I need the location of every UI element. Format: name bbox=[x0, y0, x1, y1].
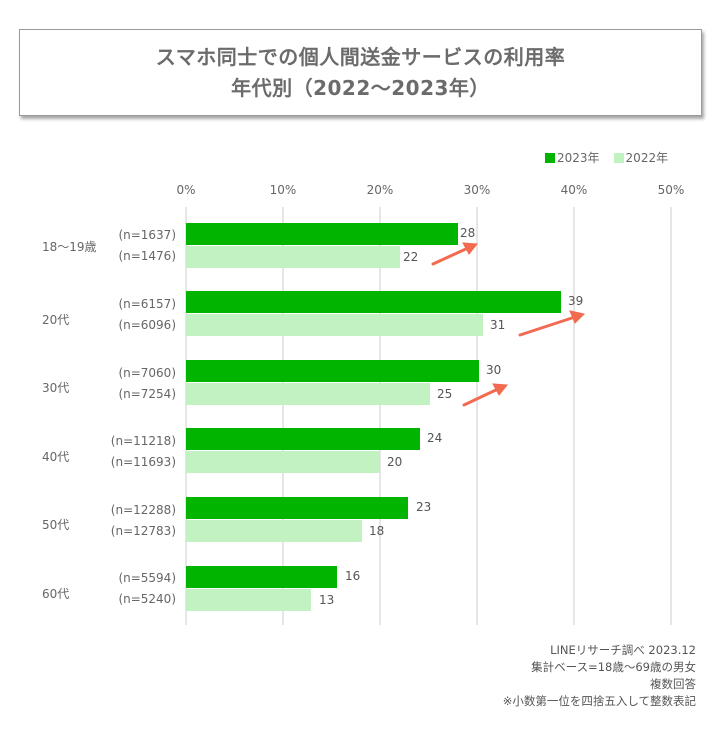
category-label: 18〜19歳 bbox=[42, 240, 97, 254]
footnote-multiple: 複数回答 bbox=[650, 677, 696, 691]
value-label-2023: 23 bbox=[416, 500, 432, 514]
bar-2023 bbox=[186, 291, 561, 313]
value-label-2022: 20 bbox=[387, 455, 403, 469]
n-label-2022: (n=6096) bbox=[118, 318, 176, 332]
value-label-2022: 22 bbox=[403, 250, 419, 264]
n-label-2022: (n=11693) bbox=[110, 455, 176, 469]
value-label-2023: 39 bbox=[568, 294, 584, 308]
legend-swatch-2023 bbox=[545, 152, 555, 163]
legend-label-2022: 2022年 bbox=[625, 151, 669, 165]
n-label-2023: (n=5594) bbox=[118, 571, 176, 585]
arrow-up-icon bbox=[462, 387, 500, 407]
x-tick-10: 10% bbox=[269, 183, 297, 197]
value-label-2023: 16 bbox=[345, 569, 361, 583]
bar-2023 bbox=[186, 223, 458, 245]
value-label-2023: 24 bbox=[427, 431, 443, 445]
value-label-2022: 25 bbox=[437, 387, 453, 401]
gridline-40 bbox=[573, 207, 575, 625]
n-label-2022: (n=12783) bbox=[110, 524, 176, 538]
x-tick-40: 40% bbox=[560, 183, 588, 197]
gridline-20 bbox=[379, 207, 381, 625]
value-label-2022: 13 bbox=[319, 593, 335, 607]
x-tick-0: 0% bbox=[176, 183, 196, 197]
category-label: 30代 bbox=[42, 381, 70, 395]
bar-2023 bbox=[186, 428, 420, 450]
footnote-source: LINEリサーチ調べ 2023.12 bbox=[550, 643, 696, 657]
legend-item-2023: 2023年 bbox=[545, 149, 600, 166]
legend: 2023年 2022年 bbox=[545, 149, 668, 166]
gridline-0 bbox=[185, 207, 187, 625]
legend-item-2022: 2022年 bbox=[613, 149, 669, 166]
bar-2022 bbox=[186, 451, 380, 473]
footnote: LINEリサーチ調べ 2023.12 集計ベース=18歳〜69歳の男女 複数回答… bbox=[503, 642, 696, 710]
legend-swatch-2022 bbox=[613, 152, 624, 163]
legend-label-2023: 2023年 bbox=[557, 151, 600, 165]
x-tick-20: 20% bbox=[366, 183, 394, 197]
n-label-2023: (n=6157) bbox=[118, 297, 176, 311]
n-label-2023: (n=7060) bbox=[118, 366, 176, 380]
chart-title-line1: スマホ同士での個人間送金サービスの利用率 bbox=[155, 44, 566, 69]
bar-2022 bbox=[186, 520, 362, 542]
x-tick-50: 50% bbox=[657, 183, 685, 197]
chart-title-line2: 年代別（2022〜2023年） bbox=[231, 75, 490, 100]
n-label-2023: (n=1637) bbox=[118, 228, 176, 242]
category-label: 60代 bbox=[42, 587, 70, 601]
bar-2023 bbox=[186, 566, 337, 588]
bar-2022 bbox=[186, 314, 483, 336]
value-label-2022: 18 bbox=[369, 524, 385, 538]
n-label-2022: (n=5240) bbox=[118, 592, 176, 606]
gridline-30 bbox=[476, 207, 478, 625]
category-label: 20代 bbox=[42, 313, 70, 327]
value-label-2023: 28 bbox=[460, 226, 476, 240]
category-label: 40代 bbox=[42, 450, 70, 464]
gridline-50 bbox=[670, 207, 672, 625]
value-label-2023: 30 bbox=[486, 363, 502, 377]
n-label-2022: (n=1476) bbox=[118, 249, 176, 263]
category-label: 50代 bbox=[42, 518, 70, 532]
bar-2023 bbox=[186, 497, 408, 519]
arrow-up-icon bbox=[431, 246, 470, 266]
arrow-up-icon bbox=[518, 315, 577, 337]
footnote-base: 集計ベース=18歳〜69歳の男女 bbox=[531, 660, 696, 674]
n-label-2023: (n=12288) bbox=[110, 503, 176, 517]
n-label-2022: (n=7254) bbox=[118, 387, 176, 401]
x-tick-30: 30% bbox=[463, 183, 491, 197]
value-label-2022: 31 bbox=[490, 318, 506, 332]
bar-2023 bbox=[186, 360, 479, 382]
gridline-10 bbox=[282, 207, 284, 625]
n-label-2023: (n=11218) bbox=[110, 434, 176, 448]
footnote-rounding: ※小数第一位を四捨五入して整数表記 bbox=[502, 694, 696, 708]
bar-2022 bbox=[186, 246, 400, 268]
bar-2022 bbox=[186, 589, 311, 611]
bar-2022 bbox=[186, 383, 430, 405]
chart-title-box: スマホ同士での個人間送金サービスの利用率 年代別（2022〜2023年） bbox=[19, 29, 702, 116]
